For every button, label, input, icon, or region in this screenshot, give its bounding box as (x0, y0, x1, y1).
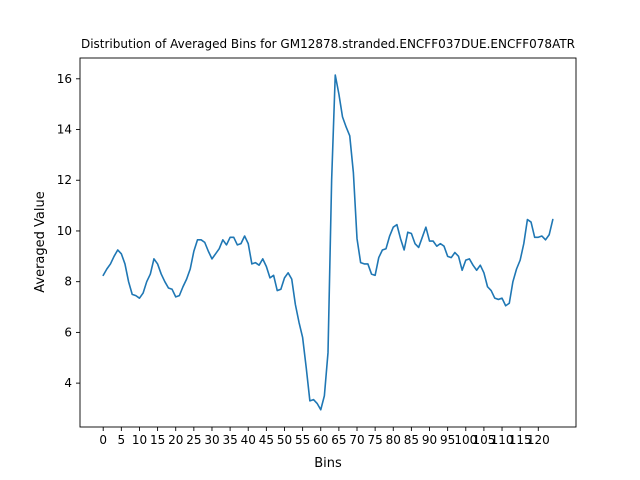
y-tick-label: 6 (64, 325, 72, 339)
x-tick-label: 20 (168, 433, 183, 447)
y-tick-label: 8 (64, 275, 72, 289)
x-tick-label: 0 (99, 433, 107, 447)
y-tick-label: 4 (64, 376, 72, 390)
x-tick-label: 55 (295, 433, 310, 447)
x-tick-label: 15 (150, 433, 165, 447)
x-tick-label: 30 (204, 433, 219, 447)
x-tick-label: 10 (132, 433, 147, 447)
x-tick-label: 110 (491, 433, 514, 447)
y-tick-label: 14 (57, 123, 72, 137)
x-tick-label: 40 (241, 433, 256, 447)
x-tick-label: 105 (472, 433, 495, 447)
x-tick-label: 80 (386, 433, 401, 447)
axes-frame (79, 57, 577, 428)
y-axis-label: Averaged Value (33, 191, 48, 292)
x-tick-label: 25 (186, 433, 201, 447)
y-tick-label: 16 (57, 72, 72, 86)
x-tick-label: 100 (454, 433, 477, 447)
x-tick-label: 95 (440, 433, 455, 447)
x-tick-label: 75 (367, 433, 382, 447)
x-tick-label: 50 (277, 433, 292, 447)
plot-area: 0 5 10 15 20 25 30 35 40 45 50 55 60 65 70 75 80 85 90 95 10… (57, 57, 577, 447)
x-tick-label: 120 (527, 433, 550, 447)
series-line-0 (102, 74, 554, 411)
x-tick-label: 70 (349, 433, 364, 447)
y-tick-label: 10 (57, 224, 72, 238)
x-tick-label: 5 (118, 433, 126, 447)
x-tick-label: 35 (222, 433, 237, 447)
y-tick-label: 12 (57, 173, 72, 187)
chart-title: Distribution of Averaged Bins for GM1287… (81, 37, 575, 51)
x-tick-label: 65 (331, 433, 346, 447)
x-tick-label: 85 (404, 433, 419, 447)
x-tick-label: 90 (422, 433, 437, 447)
x-tick-label: 60 (313, 433, 328, 447)
x-tick-label: 115 (509, 433, 532, 447)
x-axis-label: Bins (314, 456, 342, 471)
x-tick-label: 45 (259, 433, 274, 447)
